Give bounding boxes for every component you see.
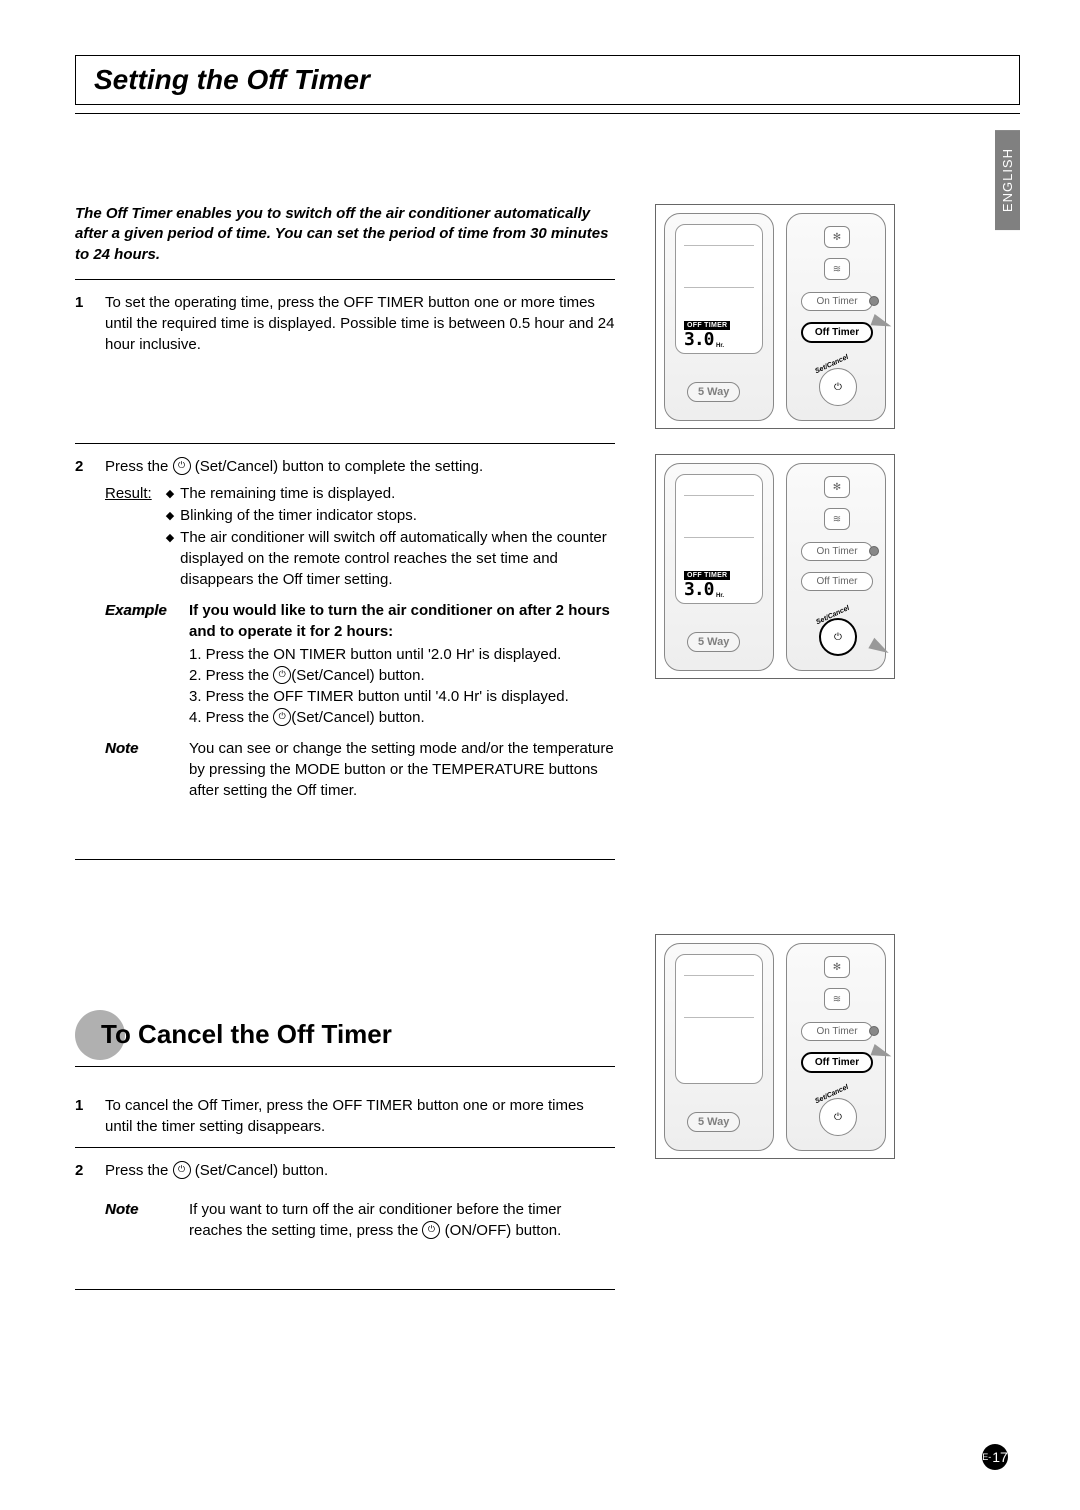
mode-icon: ✻ [824,956,850,978]
led-icon [869,1026,879,1036]
title-underline [75,113,1020,114]
mode-icon: ✻ [824,226,850,248]
digital-readout: 3.0 [684,329,714,350]
onoff-icon: ⏻ [422,1221,440,1239]
section2-underline [75,1066,615,1067]
step-2: 2 Press the ⏻ (Set/Cancel) button to com… [75,456,615,801]
hr-label: Hr. [716,593,724,599]
note-label: Note [105,738,175,801]
step-text: To set the operating time, press the OFF… [105,292,615,355]
note-text: If you want to turn off the air conditio… [189,1199,615,1241]
main-column: The Off Timer enables you to switch off … [75,204,615,1302]
digital-readout: 3.0 [684,579,714,600]
page-title: Setting the Off Timer [94,64,1001,96]
section2-title-row: To Cancel the Off Timer [75,1010,615,1060]
example-label: Example [105,600,175,728]
led-icon [869,546,879,556]
led-icon [869,296,879,306]
five-way-button: 5 Way [687,1112,740,1132]
fan-icon: ≋ [824,508,850,530]
on-timer-button: On Timer [801,1022,873,1041]
intro-text: The Off Timer enables you to switch off … [75,204,615,265]
note-text: You can see or change the setting mode a… [189,738,615,801]
step-1: 1 To set the operating time, press the O… [75,292,615,355]
example-body: If you would like to turn the air condit… [189,600,615,728]
divider [75,279,615,280]
step-number: 1 [75,1095,89,1137]
set-cancel-button: Set/Cancel ⏻ [819,1098,857,1136]
set-cancel-button: Set/Cancel ⏻ [819,618,857,656]
fan-icon: ≋ [824,258,850,280]
result-bullets: ◆The remaining time is displayed. ◆Blink… [166,483,615,590]
remote-diagram-3: 5 Way ✻ ≋ On Timer Off Timer Set/Cancel … [655,934,895,1159]
divider [75,1147,615,1148]
language-tab: ENGLISH [995,130,1020,230]
on-timer-button: On Timer [801,542,873,561]
step-text: Press the ⏻ (Set/Cancel) button to compl… [105,456,615,801]
result-label: Result: [105,483,152,590]
fan-icon: ≋ [824,988,850,1010]
off-timer-button: Off Timer [801,1052,873,1073]
remote-diagram-1: OFF TIMER 3.0 Hr. 5 Way ✻ ≋ On Timer Off… [655,204,895,429]
step-number: 2 [75,456,89,801]
set-cancel-icon: ⏻ [173,457,191,475]
page-number: E-17 [982,1444,1008,1470]
step-text: Press the ⏻ (Set/Cancel) button. Note If… [105,1160,615,1241]
note-label: Note [105,1199,175,1241]
set-cancel-button: Set/Cancel ⏻ [819,368,857,406]
divider [75,443,615,444]
divider [75,1289,615,1290]
remote-diagram-2: OFF TIMER 3.0 Hr. 5 Way ✻ ≋ On Timer Off… [655,454,895,679]
set-cancel-icon: ⏻ [273,708,291,726]
set-cancel-icon: ⏻ [173,1161,191,1179]
section2-title: To Cancel the Off Timer [95,1019,392,1050]
mode-icon: ✻ [824,476,850,498]
title-bar: Setting the Off Timer [75,55,1020,105]
five-way-button: 5 Way [687,382,740,402]
cancel-step-2: 2 Press the ⏻ (Set/Cancel) button. Note … [75,1160,615,1241]
on-timer-button: On Timer [801,292,873,311]
cancel-step-1: 1 To cancel the Off Timer, press the OFF… [75,1095,615,1137]
five-way-button: 5 Way [687,632,740,652]
off-timer-button: Off Timer [801,322,873,343]
step-number: 2 [75,1160,89,1241]
step-number: 1 [75,292,89,355]
divider [75,859,615,860]
diagram-column: OFF TIMER 3.0 Hr. 5 Way ✻ ≋ On Timer Off… [655,204,935,1302]
hr-label: Hr. [716,343,724,349]
step-text: To cancel the Off Timer, press the OFF T… [105,1095,615,1137]
set-cancel-icon: ⏻ [273,666,291,684]
off-timer-button: Off Timer [801,572,873,591]
